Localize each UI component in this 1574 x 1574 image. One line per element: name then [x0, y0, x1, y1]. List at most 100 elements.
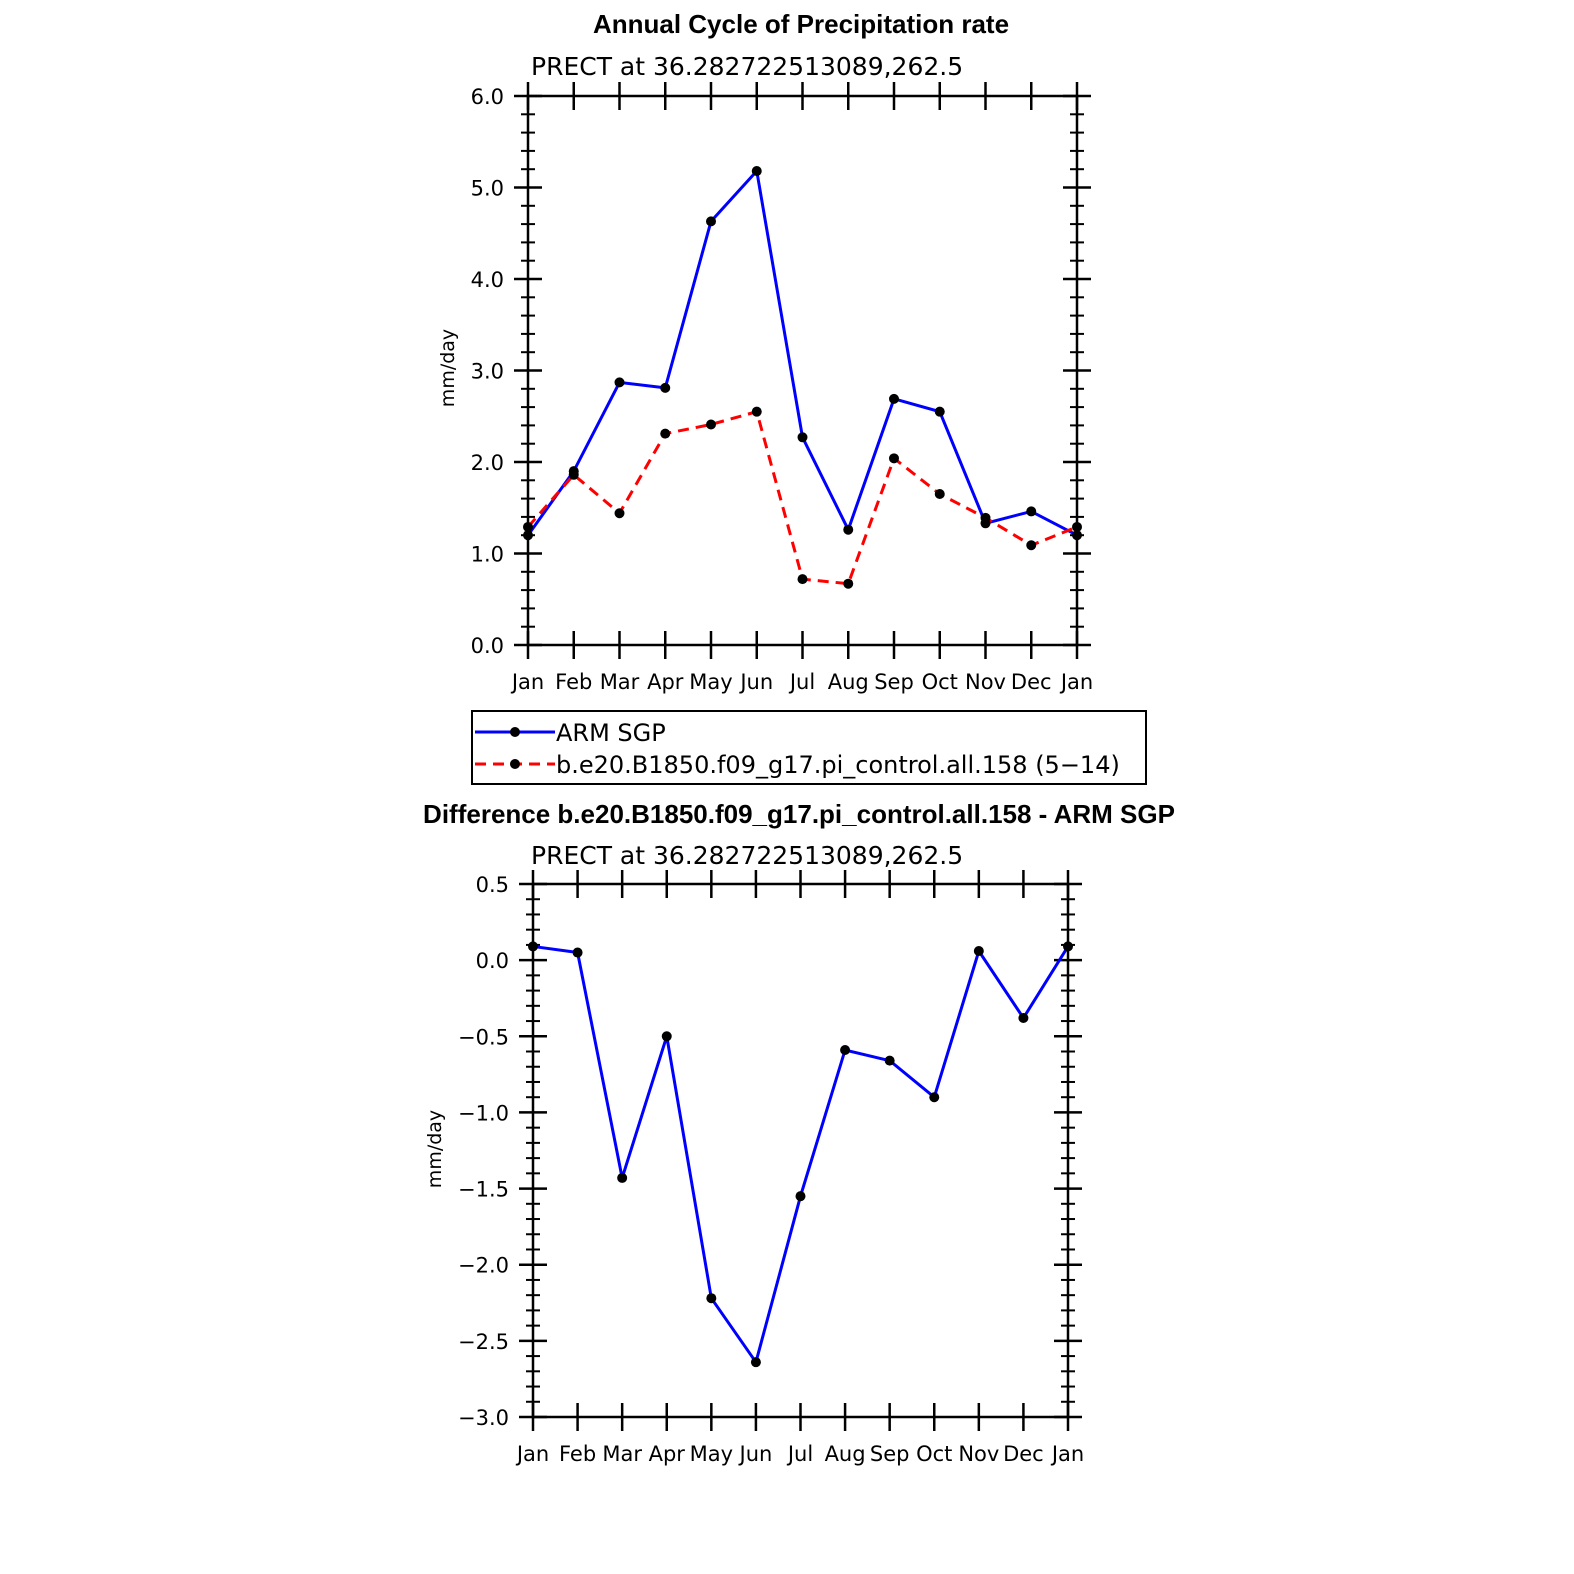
y-tick-label: 0.0	[471, 634, 504, 658]
y-tick-label: 4.0	[471, 268, 504, 292]
x-tick-label: Sep	[874, 670, 914, 694]
annual-cycle-chart: Annual Cycle of Precipitation rate PRECT…	[437, 9, 1093, 694]
y-axis-label: mm/day	[437, 329, 459, 407]
x-tick-label: May	[689, 670, 732, 694]
data-point-difference	[661, 1031, 672, 1042]
y-tick-label: −2.0	[458, 1254, 509, 1278]
data-point-arm-sgp	[614, 377, 625, 388]
data-point-arm-sgp	[660, 382, 671, 393]
data-point-difference	[840, 1044, 851, 1055]
data-point-difference	[795, 1191, 806, 1202]
x-tick-label: Jul	[786, 1442, 813, 1466]
legend-box	[471, 710, 1147, 785]
x-tick-label: Jun	[738, 1442, 773, 1466]
x-tick-label: Jan	[515, 1442, 549, 1466]
axis-ticks	[519, 870, 1082, 1431]
x-tick-label: Mar	[602, 1442, 642, 1466]
x-tick-label: Oct	[916, 1442, 952, 1466]
chart-title: Difference b.e20.B1850.f09_g17.pi_contro…	[423, 799, 1175, 829]
y-tick-labels: 0.0 1.0 2.0 3.0 4.0 5.0 6.0	[471, 85, 504, 658]
data-point-arm-sgp	[751, 166, 762, 177]
data-point-model	[614, 508, 625, 519]
x-tick-label: May	[690, 1442, 733, 1466]
legend-label-arm-sgp: ARM SGP	[556, 719, 666, 747]
data-point-difference	[973, 946, 984, 957]
data-point-model	[660, 428, 671, 439]
y-tick-label: −1.5	[458, 1178, 509, 1202]
data-point-model	[980, 512, 991, 523]
data-point-arm-sgp	[1072, 530, 1082, 541]
data-point-difference	[1063, 941, 1073, 952]
data-point-model	[751, 406, 762, 417]
chart-subtitle: PRECT at 36.282722513089,262.5	[531, 841, 963, 870]
x-tick-label: Jul	[788, 670, 815, 694]
x-tick-label: Apr	[649, 1442, 686, 1466]
data-point-model	[1026, 540, 1037, 551]
y-tick-label: −3.0	[458, 1406, 509, 1430]
x-tick-label: Aug	[825, 1442, 866, 1466]
data-point-difference	[617, 1172, 628, 1183]
data-point-model	[1072, 521, 1082, 532]
x-tick-label: Dec	[1011, 670, 1052, 694]
x-tick-label: Nov	[965, 670, 1006, 694]
y-tick-label: −1.0	[458, 1101, 509, 1125]
data-point-arm-sgp	[889, 393, 899, 404]
y-tick-labels: −3.0 −2.5 −2.0 −1.5 −1.0 −0.5 0.0 0.5	[458, 873, 509, 1430]
y-tick-label: −0.5	[458, 1025, 509, 1049]
y-tick-label: −2.5	[458, 1330, 509, 1354]
x-tick-label: Jan	[1050, 1442, 1084, 1466]
data-point-difference	[929, 1092, 940, 1103]
series-group	[523, 166, 1082, 589]
legend: ARM SGP b.e20.B1850.f09_g17.pi_control.a…	[471, 710, 1147, 785]
x-tick-label: Sep	[870, 1442, 910, 1466]
x-tick-label: Jun	[738, 670, 773, 694]
data-point-model	[797, 574, 808, 585]
data-point-arm-sgp	[706, 216, 716, 227]
y-tick-label: 0.0	[476, 949, 509, 973]
y-tick-label: 0.5	[476, 873, 509, 897]
x-tick-labels: Jan Feb Mar Apr May Jun Jul Aug Sep Oct Nov Dec Jan	[510, 670, 1093, 694]
data-point-model	[934, 489, 945, 500]
data-point-model	[523, 521, 533, 532]
data-point-difference	[884, 1055, 895, 1066]
legend-label-model: b.e20.B1850.f09_g17.pi_control.all.158 (…	[556, 751, 1120, 779]
data-point-difference	[528, 941, 538, 952]
data-point-model	[706, 419, 716, 430]
y-tick-label: 6.0	[471, 85, 504, 109]
y-tick-label: 1.0	[471, 543, 504, 567]
data-point-model	[843, 578, 854, 589]
data-point-difference	[1018, 1013, 1029, 1024]
difference-chart: Difference b.e20.B1850.f09_g17.pi_contro…	[423, 799, 1175, 1466]
x-tick-label: Nov	[958, 1442, 999, 1466]
y-tick-label: 3.0	[471, 360, 504, 384]
chart-subtitle: PRECT at 36.282722513089,262.5	[531, 52, 963, 81]
data-point-model	[568, 469, 579, 480]
data-point-difference	[706, 1293, 717, 1304]
data-point-arm-sgp	[523, 530, 533, 541]
data-point-model	[889, 453, 899, 464]
chart-title: Annual Cycle of Precipitation rate	[593, 9, 1009, 39]
y-tick-label: 5.0	[471, 177, 504, 201]
x-tick-label: Feb	[555, 670, 592, 694]
series-group	[528, 941, 1073, 1368]
x-tick-label: Dec	[1003, 1442, 1044, 1466]
x-tick-label: Jan	[510, 670, 544, 694]
y-tick-label: 2.0	[471, 451, 504, 475]
x-tick-labels: Jan Feb Mar Apr May Jun Jul Aug Sep Oct Nov Dec Jan	[515, 1442, 1084, 1466]
data-point-arm-sgp	[1026, 506, 1037, 517]
y-axis-label: mm/day	[424, 1110, 446, 1188]
x-tick-label: Mar	[600, 670, 640, 694]
data-point-arm-sgp	[843, 524, 854, 535]
x-tick-label: Jan	[1059, 670, 1093, 694]
data-point-difference	[572, 947, 583, 958]
legend-marker-model	[510, 759, 520, 769]
legend-marker-arm-sgp	[510, 727, 520, 737]
plot-frame	[526, 94, 1079, 647]
series-line-difference	[532, 944, 1070, 1366]
x-tick-label: Oct	[922, 670, 958, 694]
axis-ticks	[514, 82, 1091, 659]
data-point-arm-sgp	[797, 432, 808, 443]
x-tick-label: Apr	[647, 670, 684, 694]
series-line-arm-sgp	[526, 167, 1078, 537]
